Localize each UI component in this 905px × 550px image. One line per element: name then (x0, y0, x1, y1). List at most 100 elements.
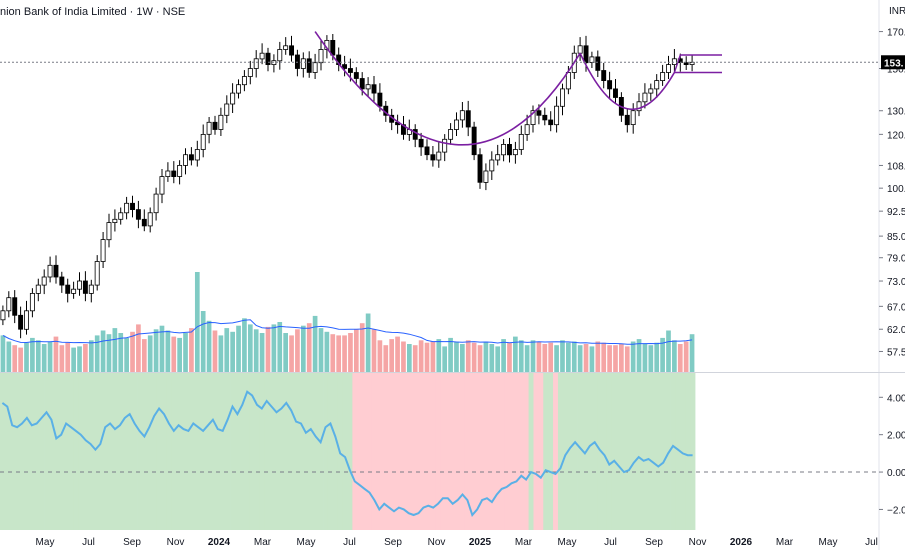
candle-body (306, 58, 312, 73)
volume-bar (548, 342, 554, 372)
volume-bar (265, 326, 271, 372)
oscillator-band (474, 373, 481, 530)
oscillator-band (0, 373, 6, 530)
volume-bar (630, 341, 636, 372)
oscillator-band (455, 373, 461, 530)
candle-body (265, 52, 271, 66)
oscillator-band (523, 373, 529, 530)
candle-body (377, 92, 383, 107)
candle-body (118, 212, 124, 220)
volume-bar (566, 342, 571, 372)
currency-label: INR (889, 6, 905, 17)
price-tick-label: 67.00 (887, 302, 905, 313)
candle-body (453, 119, 459, 130)
oscillator-band (367, 373, 373, 530)
oscillator-band (92, 373, 99, 530)
volume-bar (312, 315, 318, 372)
x-axis-month-label: Jul (343, 537, 356, 548)
volume-bar (383, 345, 389, 372)
candle-body (489, 159, 495, 172)
candle-body (654, 80, 660, 90)
x-axis-month-label: May (36, 537, 55, 548)
oscillator-band (249, 373, 255, 530)
candle-body (666, 64, 671, 73)
oscillator-band (499, 373, 505, 530)
candle-body (65, 284, 71, 294)
candle-body (642, 92, 648, 103)
candle-body (518, 133, 524, 150)
oscillator-band (513, 373, 520, 530)
oscillator-band (464, 373, 471, 530)
volume-bar (147, 335, 153, 372)
oscillator-band (553, 373, 559, 530)
volume-bar (495, 346, 501, 372)
volume-bar (448, 337, 453, 372)
oscillator-band (504, 373, 510, 530)
candle-body (53, 264, 59, 278)
candle-body (100, 239, 106, 262)
price-tick-label: 170.00 (887, 28, 905, 39)
candle-body (607, 80, 613, 90)
oscillator-band (195, 373, 202, 530)
oscillator-band (690, 373, 696, 530)
candle-body (624, 114, 630, 126)
candle-body (365, 84, 371, 90)
candle-body (47, 264, 53, 278)
candle-body (29, 292, 35, 312)
oscillator-band (210, 373, 216, 530)
candle-body (24, 310, 29, 330)
candle-body (554, 105, 560, 126)
candle-body (353, 72, 359, 79)
oscillator-band (200, 373, 206, 530)
candle-body (236, 84, 241, 94)
oscillator-band (313, 373, 319, 530)
candle-body (430, 154, 436, 161)
x-axis-month-label: Nov (428, 537, 446, 548)
candle-body (501, 143, 507, 156)
oscillator-band (156, 373, 162, 530)
volume-bar (542, 344, 548, 372)
candle-body (212, 121, 218, 130)
oscillator-band (538, 373, 544, 530)
candle-body (277, 49, 283, 62)
candle-body (106, 222, 112, 241)
x-axis-month-label: Sep (384, 537, 402, 548)
candle-body (230, 92, 236, 105)
price-tick-label: 108.00 (887, 161, 905, 172)
oscillator-band (660, 373, 667, 530)
volume-bar (595, 341, 601, 372)
oscillator-band (127, 373, 133, 530)
price-tick-label: 85.00 (887, 232, 905, 243)
oscillator-band (185, 373, 192, 530)
volume-bar (30, 337, 35, 372)
oscillator-band (489, 373, 495, 530)
volume-bar (141, 339, 147, 372)
volume-bar (165, 330, 171, 372)
oscillator-band (685, 373, 691, 530)
oscillator-band (621, 373, 627, 530)
oscillator-band (425, 373, 432, 530)
volume-bar (513, 336, 518, 372)
candle-body (18, 314, 24, 330)
oscillator-band (357, 373, 363, 530)
handle-top-line (673, 54, 722, 73)
oscillator-band (181, 373, 187, 530)
volume-bar (236, 325, 241, 372)
oscillator-band (352, 373, 358, 530)
volume-bar (283, 333, 288, 372)
oscillator-band (371, 373, 378, 530)
volume-bar (206, 320, 212, 372)
candle-body (471, 126, 477, 156)
volume-bar (124, 337, 129, 372)
candle-body (448, 129, 454, 140)
volume-bar (418, 340, 424, 372)
price-tick-label: 120.00 (887, 130, 905, 141)
candle-body (241, 76, 247, 86)
volume-bar (507, 342, 512, 372)
volume-bar (0, 335, 6, 372)
oscillator-band (543, 373, 549, 530)
volume-bar (100, 330, 106, 372)
oscillator-tick-label: −2.00 (887, 505, 905, 516)
volume-bar (177, 337, 182, 372)
